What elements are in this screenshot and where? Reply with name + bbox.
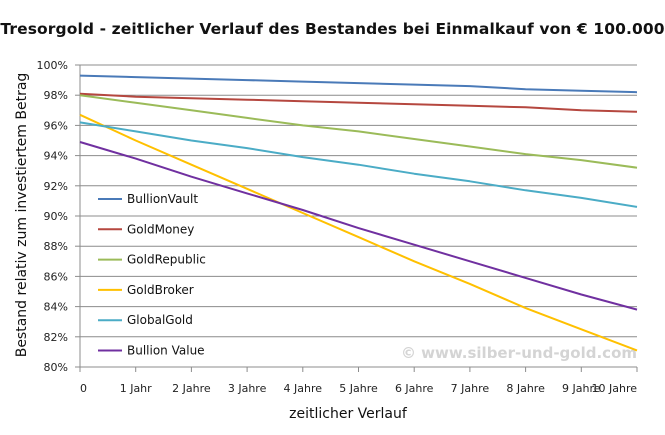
x-tick-labels: 0 1 Jahr 2 Jahre 3 Jahre 4 Jahre 5 Jahre 6 Jah… <box>80 382 637 395</box>
y-tick-label: 88% <box>44 240 68 253</box>
x-tick-label: 4 Jahre <box>284 382 323 395</box>
x-tick-label: 8 Jahre <box>506 382 545 395</box>
legend: BullionVault GoldMoney GoldRepublic GoldBro… <box>98 192 206 358</box>
y-tick-label: 92% <box>44 180 68 193</box>
x-tick-label: 0 <box>80 382 87 395</box>
x-tick-label: 1 Jahr <box>120 382 152 395</box>
legend-label: GoldBroker <box>127 283 194 297</box>
series-line-bullionvault <box>79 74 638 94</box>
y-axis-title: Bestand relativ zum investiertem Betrag <box>14 73 30 358</box>
series-lines <box>79 74 638 352</box>
x-tick-label: 9 Jahre <box>562 382 601 395</box>
x-tick-label: 3 Jahre <box>228 382 267 395</box>
x-tick-label: 7 Jahre <box>451 382 490 395</box>
y-tick-label: 80% <box>44 361 68 374</box>
x-axis-title: zeitlicher Verlauf <box>289 406 408 422</box>
x-tick-label: 5 Jahre <box>339 382 378 395</box>
legend-label: GoldRepublic <box>127 253 206 267</box>
x-tick-label: 2 Jahre <box>172 382 211 395</box>
series-line-goldmoney <box>79 92 638 113</box>
y-tick-labels: 100% 98% 96% 94% 92% 90% 88% 86% 84% 82% 80% <box>37 59 68 374</box>
legend-label: BullionVault <box>127 192 198 206</box>
y-tick-label: 94% <box>44 150 68 163</box>
y-tick-label: 84% <box>44 301 68 314</box>
x-tick-label: 6 Jahre <box>395 382 434 395</box>
y-tick-label: 96% <box>44 119 68 132</box>
series-line-goldbroker <box>79 113 638 352</box>
x-tick-label: 10 Jahre <box>592 382 638 395</box>
y-tick-label: 90% <box>44 210 68 223</box>
legend-label: GlobalGold <box>127 313 193 327</box>
series-line-globalgold <box>79 121 638 208</box>
legend-label: Bullion Value <box>127 344 205 358</box>
y-tick-label: 82% <box>44 331 68 344</box>
chart-title: Tresorgold - zeitlicher Verlauf des Best… <box>0 20 665 38</box>
y-tick-label: 100% <box>37 59 68 72</box>
series-line-bullion-value <box>79 141 638 311</box>
y-tick-label: 86% <box>44 270 68 283</box>
watermark: © www.silber-und-gold.com <box>401 344 637 362</box>
legend-label: GoldMoney <box>127 222 194 236</box>
y-tick-label: 98% <box>44 89 68 102</box>
series-line-goldrepublic <box>79 94 638 169</box>
